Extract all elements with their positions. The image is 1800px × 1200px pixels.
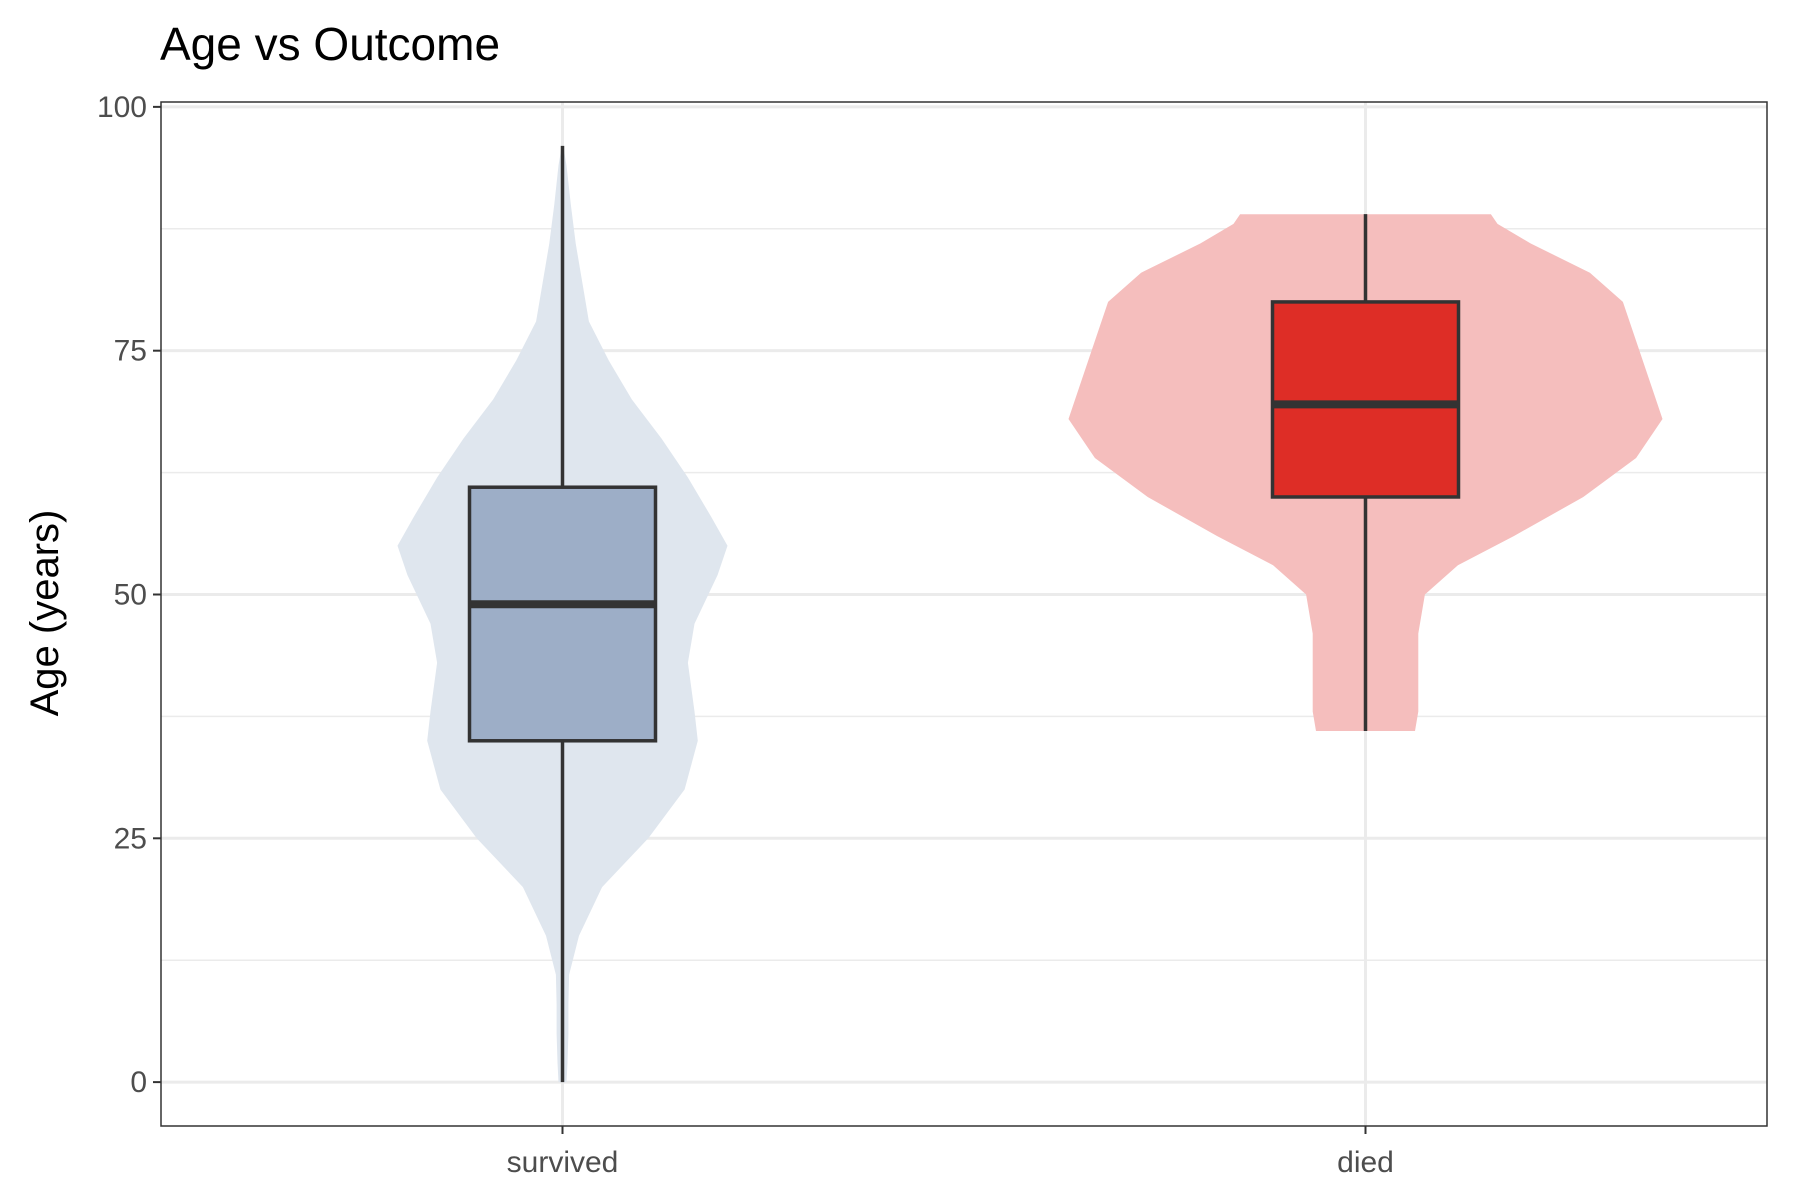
panel-border — [160, 101, 1768, 1127]
y-tick-label: 50 — [114, 578, 147, 611]
x-tick-label-survived: survived — [507, 1146, 619, 1179]
x-axis: survived died — [507, 1126, 1394, 1179]
y-tick-label: 0 — [130, 1066, 147, 1099]
box-died — [1270, 300, 1461, 499]
x-tick-label-died: died — [1337, 1146, 1394, 1179]
y-tick-label: 75 — [114, 335, 147, 368]
boxplots — [467, 145, 1461, 1083]
y-axis-label: Age (years) — [23, 510, 67, 717]
y-tick-label: 100 — [97, 91, 147, 124]
y-tick-label: 25 — [114, 822, 147, 855]
y-axis: 0 25 50 75 100 — [97, 91, 161, 1099]
box-survived — [467, 485, 658, 743]
chart-title: Age vs Outcome — [160, 18, 500, 70]
